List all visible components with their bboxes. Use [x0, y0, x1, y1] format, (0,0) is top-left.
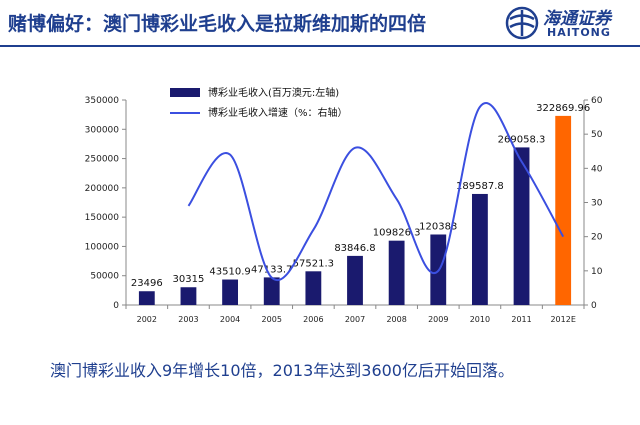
legend-line-label: 博彩业毛收入增速（%：右轴） — [208, 106, 348, 119]
x-tick-label: 2007 — [345, 315, 365, 324]
right-tick-label: 20 — [591, 233, 603, 243]
bar-value-label: 189587.8 — [456, 181, 504, 192]
right-tick-label: 30 — [591, 199, 603, 209]
left-tick-label: 150000 — [85, 213, 120, 223]
haitong-logo: 海通证券 HAITONG — [505, 4, 635, 42]
bar-value-label: 269058.3 — [498, 134, 546, 145]
left-tick-label: 50000 — [90, 272, 119, 282]
right-tick-label: 10 — [591, 267, 603, 277]
right-tick-label: 0 — [591, 301, 597, 311]
header-rule — [0, 45, 640, 47]
left-tick-label: 0 — [113, 301, 119, 311]
gaming-revenue-chart: 0 50000 100000 150000 200000 250000 300000 3500… — [85, 86, 603, 324]
x-tick-label: 2011 — [511, 315, 531, 324]
right-tick-label: 60 — [591, 96, 603, 106]
revenue-bar — [513, 147, 530, 305]
forecast-bar — [555, 115, 572, 306]
left-tick-label: 200000 — [85, 184, 120, 194]
revenue-bar — [138, 291, 155, 305]
revenue-bar — [347, 255, 363, 305]
bar-value-label: 109826.3 — [373, 228, 421, 239]
left-tick-label: 100000 — [85, 242, 120, 252]
x-tick-label: 2002 — [137, 315, 157, 324]
revenue-bar — [180, 287, 197, 305]
revenue-bar — [222, 279, 239, 305]
x-tick-label: 2006 — [303, 315, 323, 324]
page-title: 赌博偏好：澳门博彩业毛收入是拉斯维加斯的四倍 — [8, 13, 427, 35]
growth-rate-line — [187, 102, 565, 281]
left-tick-label: 350000 — [85, 96, 120, 106]
x-tick-label: 2012E — [550, 315, 575, 324]
logo-english-text: HAITONG — [547, 26, 611, 39]
bar-value-label: 322869.96 — [536, 103, 590, 114]
revenue-bar — [263, 277, 280, 305]
x-tick-label: 2003 — [178, 315, 198, 324]
slide-header: 赌博偏好：澳门博彩业毛收入是拉斯维加斯的四倍 海通证券 HAITONG — [0, 0, 640, 50]
x-tick-label: 2010 — [470, 315, 490, 324]
haitong-logo-icon — [505, 6, 539, 40]
footer-caption: 澳门博彩业收入9年增长10倍，2013年达到3600亿后开始回落。 — [50, 361, 514, 380]
bar-value-label: 30315 — [173, 274, 205, 285]
x-tick-label: 2004 — [220, 315, 240, 324]
bar-value-label: 43510.9 — [209, 267, 250, 278]
legend-bar-swatch — [170, 88, 200, 97]
left-tick-label: 250000 — [85, 155, 120, 165]
revenue-bar — [388, 240, 405, 305]
x-tick-label: 2009 — [428, 315, 448, 324]
revenue-bar — [471, 193, 488, 305]
bar-value-label: 57521.3 — [293, 258, 334, 269]
right-tick-label: 50 — [591, 130, 603, 140]
bar-value-label: 47133.7 — [251, 264, 292, 275]
legend-bar-label: 博彩业毛收入(百万澳元:左轴) — [208, 86, 339, 99]
right-tick-label: 40 — [591, 164, 603, 174]
bar-value-label: 120383 — [419, 221, 457, 232]
bar-value-label: 23496 — [131, 278, 163, 289]
x-tick-label: 2005 — [262, 315, 282, 324]
left-tick-label: 300000 — [85, 125, 120, 135]
bar-value-label: 83846.8 — [334, 243, 375, 254]
revenue-bar — [305, 271, 322, 305]
x-tick-label: 2008 — [386, 315, 406, 324]
logo-chinese-text: 海通证券 — [543, 9, 611, 29]
